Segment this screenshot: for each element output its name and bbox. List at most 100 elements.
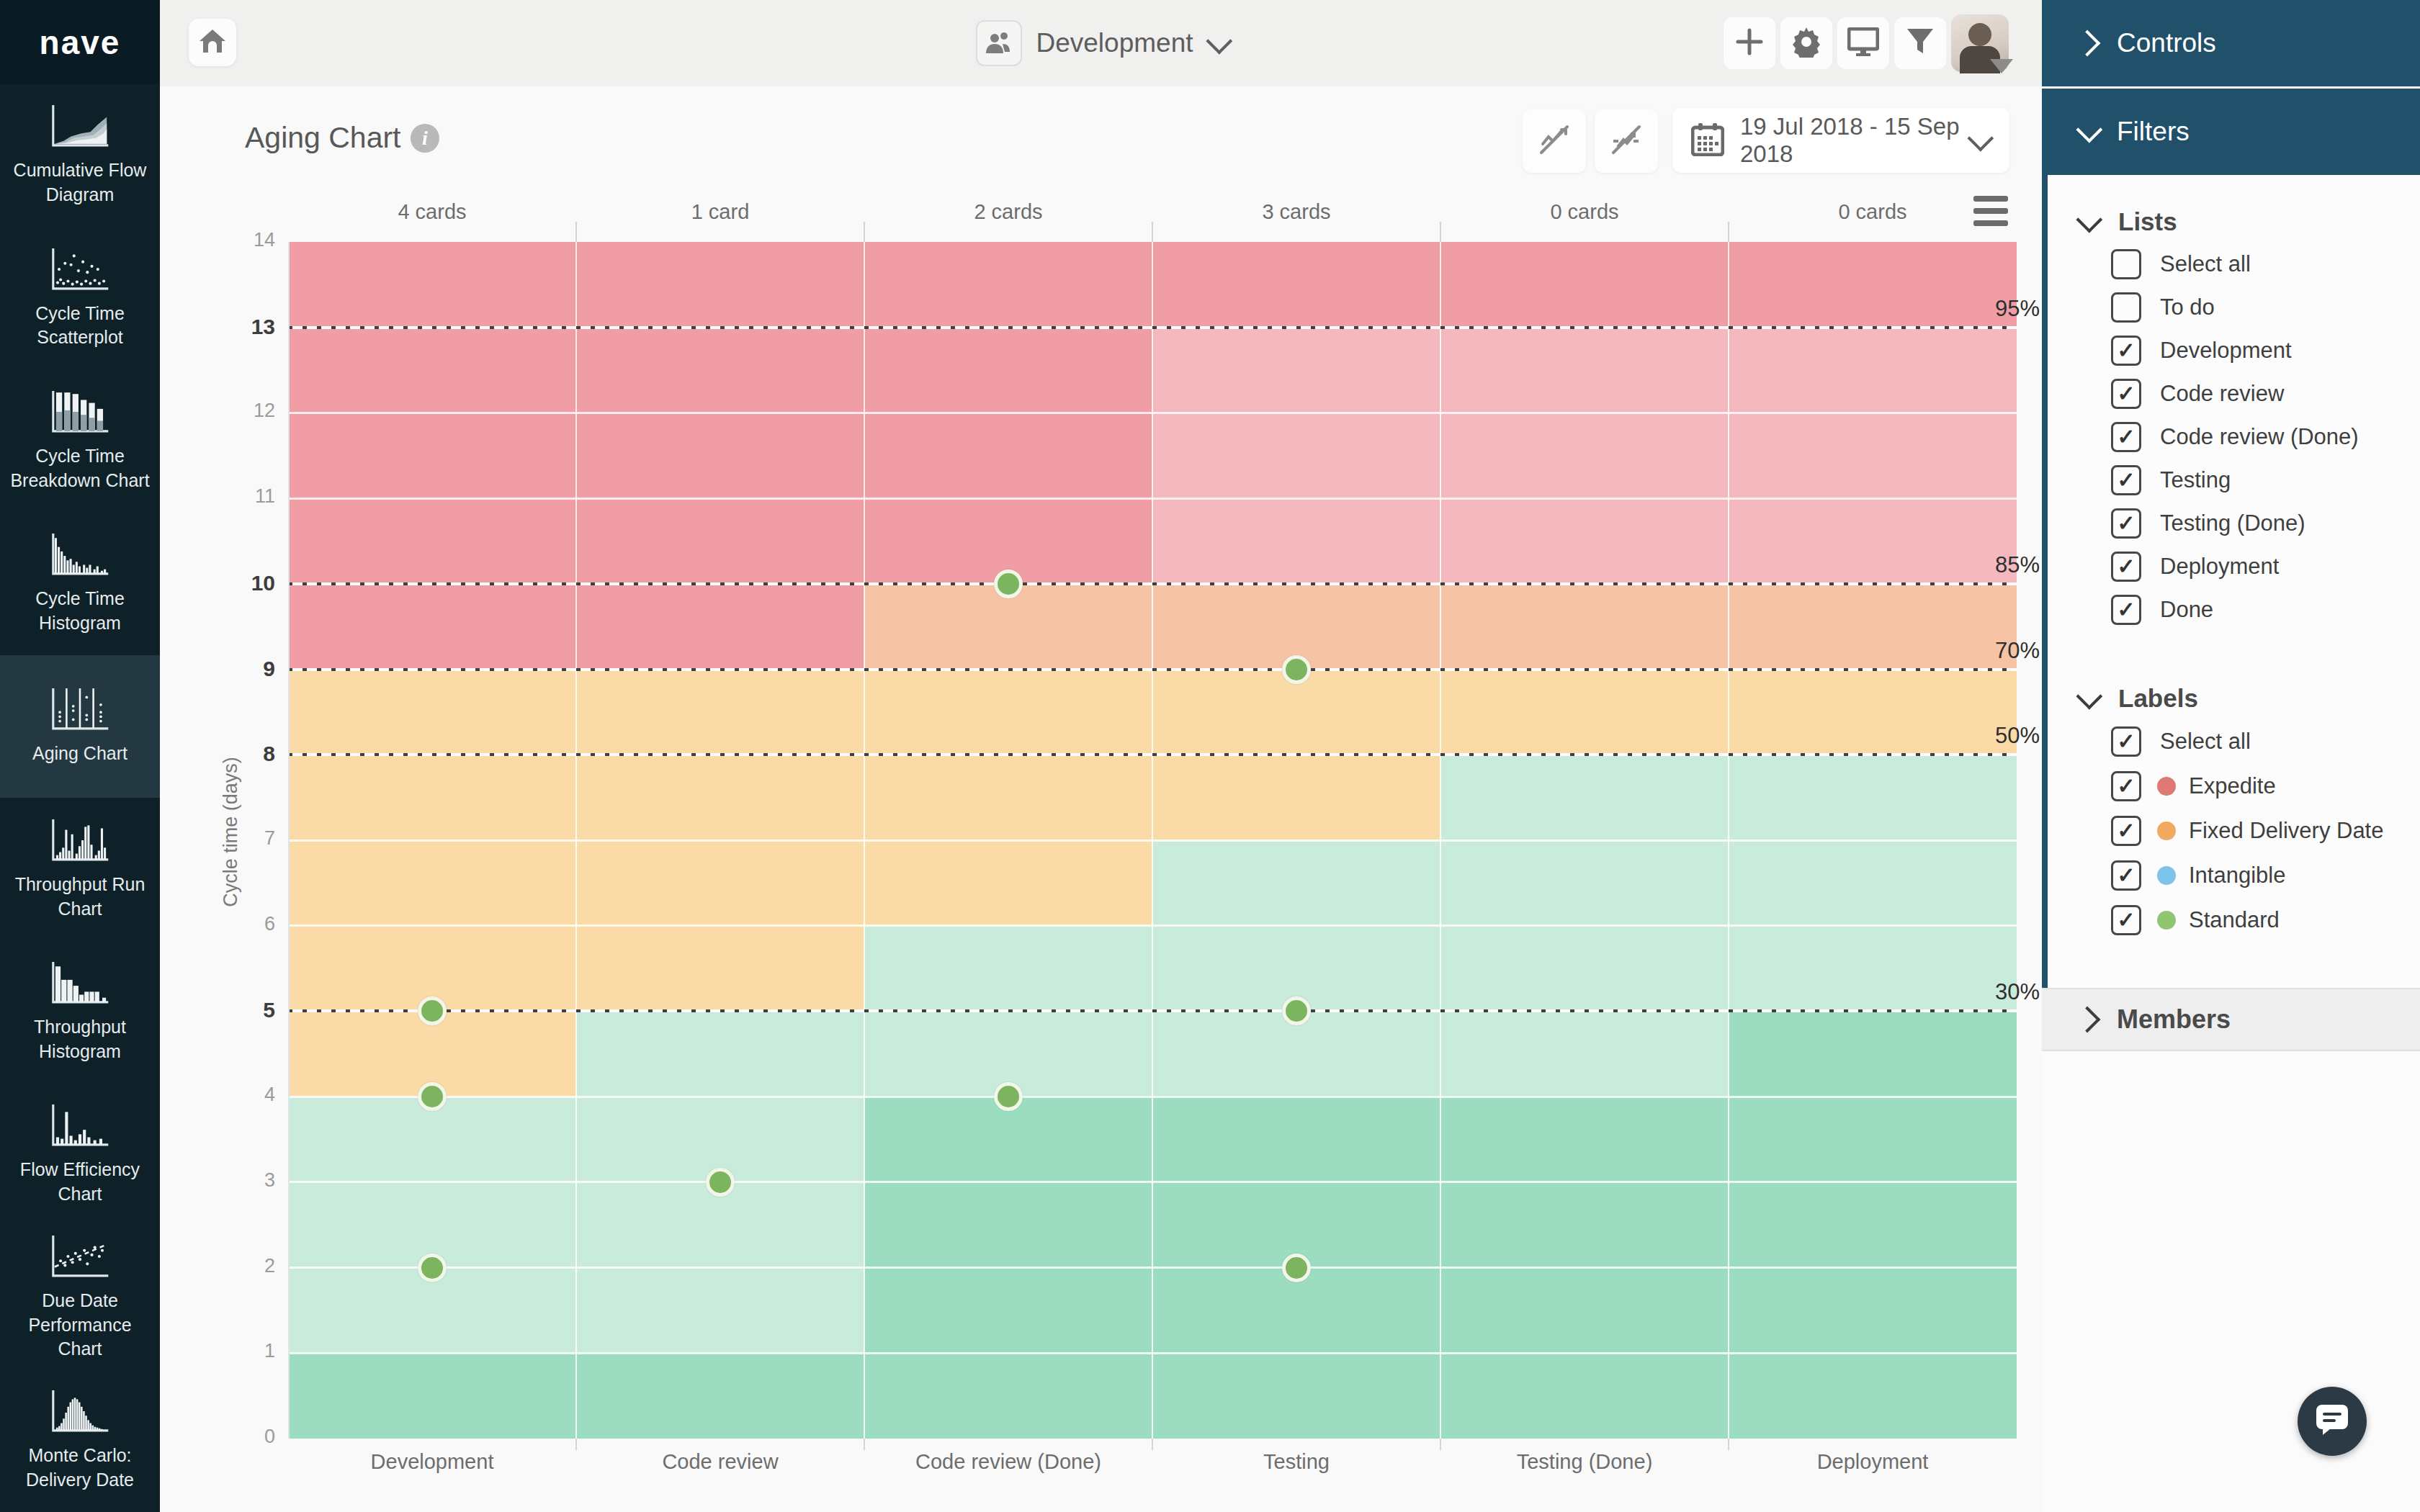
- filter-row-standard[interactable]: Standard: [2048, 898, 2420, 942]
- card-dot-development-4d[interactable]: [418, 1082, 447, 1111]
- band-code-review-green: [576, 1353, 864, 1439]
- board-members-icon: [975, 20, 1021, 66]
- filter-row-done[interactable]: Done: [2048, 588, 2420, 631]
- filter-row-testing-done[interactable]: Testing (Done): [2048, 502, 2420, 545]
- sidebar-item-label: Monte Carlo: Delivery Date: [6, 1444, 154, 1493]
- checkbox-checked[interactable]: [2111, 816, 2141, 846]
- lists-header-label: Lists: [2118, 207, 2177, 236]
- avatar[interactable]: [1951, 14, 2009, 72]
- checkbox-checked[interactable]: [2111, 336, 2141, 366]
- checkbox-checked[interactable]: [2111, 508, 2141, 539]
- lists-section-header[interactable]: Lists: [2048, 201, 2420, 243]
- checkbox-checked[interactable]: [2111, 552, 2141, 582]
- date-range-picker[interactable]: 19 Jul 2018 - 15 Sep 2018: [1672, 108, 2009, 173]
- filter-label: Expedite: [2189, 773, 2276, 799]
- filter-row-development[interactable]: Development: [2048, 329, 2420, 372]
- filter-label: Deployment: [2160, 554, 2279, 580]
- band-development-orange: [288, 670, 576, 1097]
- percentile-label: 70%: [1960, 638, 2040, 664]
- band-testing-done-red: [1440, 242, 1729, 328]
- checkbox-checked[interactable]: [2111, 465, 2141, 495]
- sidebar-item-throughput-histogram[interactable]: Throughput Histogram: [0, 941, 160, 1084]
- band-development-red: [288, 242, 576, 670]
- checkbox-checked[interactable]: [2111, 595, 2141, 625]
- axis-tick: [1440, 1439, 1441, 1450]
- checkbox-unchecked[interactable]: [2111, 249, 2141, 279]
- settings-button[interactable]: [1780, 17, 1832, 69]
- checkbox-checked[interactable]: [2111, 422, 2141, 452]
- toggle-percentile-lines-button[interactable]: [1595, 109, 1658, 173]
- filter-row-code-review[interactable]: Code review: [2048, 372, 2420, 415]
- sidebar-item-cycle-time-breakdown-chart[interactable]: Cycle Time Breakdown Chart: [0, 370, 160, 513]
- checkbox-checked[interactable]: [2111, 771, 2141, 801]
- card-dot-code-review-done-4d[interactable]: [994, 1082, 1023, 1111]
- trend-cross-icon: [1537, 122, 1572, 160]
- filters-header-label: Filters: [2117, 117, 2190, 147]
- card-dot-testing-2d[interactable]: [1282, 1254, 1311, 1282]
- filter-row-code-review-done[interactable]: Code review (Done): [2048, 415, 2420, 459]
- card-dot-code-review-3d[interactable]: [706, 1168, 735, 1197]
- sidebar-item-aging-chart[interactable]: Aging Chart: [0, 655, 160, 798]
- sidebar-item-throughput-run-chart[interactable]: Throughput Run Chart: [0, 798, 160, 940]
- sidebar-item-due-date-performance-chart[interactable]: Due Date Performance Chart: [0, 1226, 160, 1369]
- chevron-right-icon: [2074, 1007, 2101, 1033]
- members-section-header[interactable]: Members: [2042, 988, 2420, 1051]
- filter-button[interactable]: [1894, 17, 1946, 69]
- percentile-label: 95%: [1960, 296, 2040, 322]
- sidebar-item-flow-efficiency-chart[interactable]: Flow Efficiency Chart: [0, 1084, 160, 1226]
- checkbox-checked[interactable]: [2111, 860, 2141, 891]
- sidebar-item-label: Throughput Histogram: [6, 1015, 154, 1064]
- y-tick-4: 4: [160, 1084, 275, 1106]
- y-tick-14: 14: [160, 229, 275, 251]
- card-dot-code-review-done-10d[interactable]: [994, 570, 1023, 598]
- checkbox-checked[interactable]: [2111, 905, 2141, 935]
- home-button[interactable]: [189, 19, 236, 66]
- date-range-value: 19 Jul 2018 - 15 Sep 2018: [1740, 113, 1969, 168]
- label-color-dot: [2157, 911, 2176, 930]
- filters-panel-header[interactable]: Filters: [2042, 89, 2420, 175]
- band-deployment-green: [1729, 1011, 2017, 1439]
- area-chart-icon: [47, 104, 113, 148]
- filter-row-testing[interactable]: Testing: [2048, 459, 2420, 502]
- label-color-dot: [2157, 822, 2176, 840]
- info-icon[interactable]: i: [411, 124, 439, 153]
- filter-row-intangible[interactable]: Intangible: [2048, 853, 2420, 898]
- toggle-percentiles-button[interactable]: [1523, 109, 1586, 173]
- filter-label: To do: [2160, 294, 2215, 320]
- checkbox-unchecked[interactable]: [2111, 292, 2141, 323]
- sidebar-item-monte-carlo-delivery-date[interactable]: Monte Carlo: Delivery Date: [0, 1369, 160, 1512]
- band-deployment-light_green: [1729, 755, 2017, 1011]
- card-count-testing: 3 cards: [1152, 200, 1440, 224]
- chat-button[interactable]: [2298, 1387, 2367, 1456]
- card-dot-development-2d[interactable]: [418, 1254, 447, 1282]
- sidebar-item-cumulative-flow-diagram[interactable]: Cumulative Flow Diagram: [0, 84, 160, 227]
- sidebar-item-cycle-time-scatterplot[interactable]: Cycle Time Scatterplot: [0, 227, 160, 369]
- plus-icon: [1735, 27, 1764, 59]
- sidebar-item-cycle-time-histogram[interactable]: Cycle Time Histogram: [0, 513, 160, 655]
- filter-row-deployment[interactable]: Deployment: [2048, 545, 2420, 588]
- y-tick-13: 13: [160, 315, 275, 339]
- controls-panel-header[interactable]: Controls: [2042, 0, 2420, 86]
- y-tick-8: 8: [160, 742, 275, 766]
- labels-section-header[interactable]: Labels: [2048, 678, 2420, 719]
- column-separator: [1440, 242, 1441, 1439]
- filter-row-select-all[interactable]: Select all: [2048, 243, 2420, 286]
- card-dot-testing-9d[interactable]: [1282, 655, 1311, 684]
- board-selector[interactable]: Development: [975, 0, 1226, 86]
- scatter-trend-icon: [47, 1234, 113, 1279]
- chart-nav-sidebar: nave Cumulative Flow DiagramCycle Time S…: [0, 0, 160, 1512]
- checkbox-checked[interactable]: [2111, 726, 2141, 757]
- axis-tick: [1728, 222, 1729, 242]
- chevron-down-icon: [2076, 207, 2102, 233]
- filter-row-expedite[interactable]: Expedite: [2048, 764, 2420, 809]
- axis-tick: [575, 1439, 577, 1450]
- filter-row-select-all[interactable]: Select all: [2048, 719, 2420, 764]
- percentile-label: 85%: [1960, 552, 2040, 578]
- add-button[interactable]: [1724, 17, 1775, 69]
- checkbox-checked[interactable]: [2111, 379, 2141, 409]
- axis-tick: [1728, 1439, 1729, 1450]
- filter-row-to-do[interactable]: To do: [2048, 286, 2420, 329]
- filter-row-fixed-delivery-date[interactable]: Fixed Delivery Date: [2048, 809, 2420, 853]
- display-button[interactable]: [1837, 17, 1889, 69]
- x-axis-label-development: Development: [288, 1450, 576, 1474]
